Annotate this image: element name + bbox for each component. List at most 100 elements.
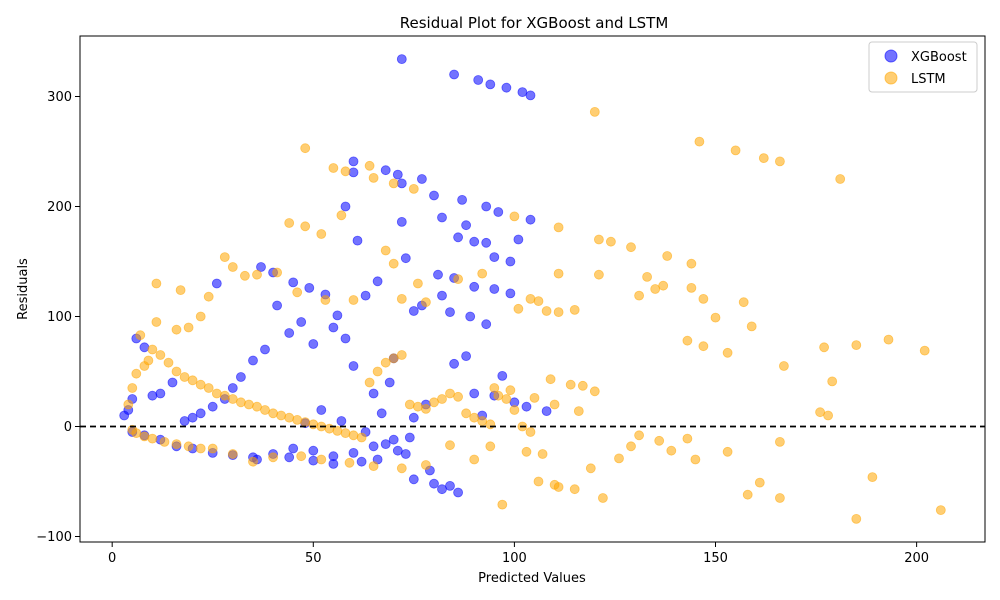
xgboost-point <box>272 300 283 311</box>
xgboost-point <box>348 447 359 458</box>
lstm-point <box>207 443 218 454</box>
lstm-point <box>332 425 343 436</box>
lstm-point <box>340 166 351 177</box>
y-tick-label: 100 <box>47 310 72 325</box>
y-axis-label: Residuals <box>16 258 31 320</box>
lstm-point <box>219 252 230 263</box>
xgboost-point <box>139 342 150 353</box>
xgboost-point <box>119 410 130 421</box>
lstm-point <box>135 330 146 341</box>
xgboost-point <box>525 214 536 225</box>
legend-marker-xgboost <box>884 49 898 63</box>
lstm-point <box>123 399 134 410</box>
xgboost-point <box>404 432 415 443</box>
lstm-point <box>585 463 596 474</box>
xgboost-point <box>352 235 363 246</box>
lstm-point <box>195 311 206 322</box>
xgboost-point <box>396 216 407 227</box>
lstm-point <box>163 357 174 368</box>
x-tick-label: 50 <box>305 551 322 566</box>
lstm-point <box>139 431 150 442</box>
lstm-point <box>819 342 829 353</box>
xgboost-point <box>453 232 464 243</box>
lstm-point <box>827 376 838 387</box>
lstm-point <box>775 436 785 447</box>
lstm-point <box>775 156 785 167</box>
xgboost-point <box>501 82 512 93</box>
lstm-point <box>694 136 705 147</box>
lstm-point <box>758 153 769 164</box>
xgboost-point <box>408 474 419 485</box>
lstm-point <box>356 432 367 443</box>
lstm-point <box>131 368 142 379</box>
lstm-point <box>404 399 415 410</box>
lstm-point <box>203 383 214 393</box>
lstm-point <box>276 410 287 421</box>
xgboost-point <box>284 328 295 338</box>
lstm-point <box>235 397 246 408</box>
xgboost-point <box>433 269 443 280</box>
xgboost-point <box>207 401 218 412</box>
lstm-point <box>867 472 878 483</box>
xgboost-point <box>348 361 359 371</box>
xgboost-point <box>489 252 500 263</box>
lstm-point <box>577 380 588 391</box>
xgboost-point <box>513 234 524 245</box>
xgboost-point <box>396 54 407 64</box>
lstm-point <box>159 436 170 447</box>
xgboost-point <box>400 253 411 264</box>
xgboost-point <box>461 351 472 362</box>
lstm-point <box>549 479 560 490</box>
xgboost-point <box>437 290 447 301</box>
lstm-point <box>485 441 496 452</box>
lstm-point <box>549 399 560 410</box>
lstm-point <box>509 405 520 415</box>
lstm-point <box>935 505 946 516</box>
lstm-point <box>698 293 709 304</box>
lstm-point <box>316 229 327 239</box>
lstm-point <box>626 441 636 452</box>
xgboost-point <box>429 190 439 201</box>
lstm-point <box>505 385 516 396</box>
xgboost-point <box>147 390 158 401</box>
lstm-point <box>453 274 464 285</box>
legend-marker-lstm <box>884 71 898 85</box>
lstm-point <box>336 210 347 221</box>
lstm-point <box>779 361 789 371</box>
lstm-point <box>368 461 379 472</box>
lstm-point <box>183 322 194 333</box>
lstm-point <box>211 388 222 399</box>
xgboost-point <box>308 455 319 466</box>
x-tick-label: 200 <box>904 551 929 566</box>
lstm-point <box>666 445 677 456</box>
lstm-point <box>396 463 407 474</box>
lstm-point <box>722 347 733 358</box>
xgboost-point <box>227 383 238 393</box>
lstm-point <box>368 172 379 183</box>
xgboost-point <box>348 167 359 178</box>
lstm-point <box>292 414 303 425</box>
lstm-point <box>477 268 488 279</box>
xgboost-point <box>469 388 480 399</box>
xgboost-point <box>284 452 295 463</box>
lstm-point <box>851 514 862 524</box>
lstm-point <box>203 291 214 302</box>
lstm-point <box>292 287 303 298</box>
lstm-point <box>658 280 669 291</box>
xgboost-point <box>481 319 492 330</box>
lstm-point <box>268 408 279 419</box>
xgboost-point <box>400 449 411 459</box>
xgboost-point <box>328 451 339 462</box>
legend-label-xgboost: XGBoost <box>911 50 967 65</box>
lstm-point <box>525 427 536 437</box>
xgboost-point <box>449 358 460 369</box>
xgboost-point <box>332 310 343 321</box>
lstm-point <box>682 433 693 444</box>
xgboost-point <box>392 169 403 180</box>
lstm-point <box>501 394 512 404</box>
xgboost-point <box>541 406 552 417</box>
lstm-point <box>151 317 162 327</box>
lstm-point <box>412 401 423 412</box>
xgboost-point <box>376 408 387 419</box>
